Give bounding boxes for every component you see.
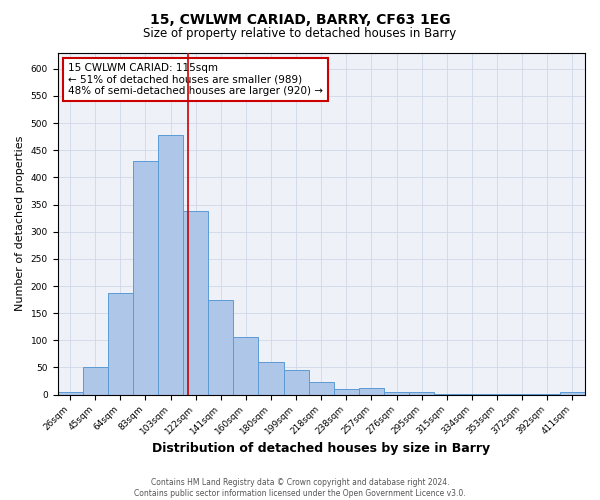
Bar <box>108 292 133 394</box>
Text: 15, CWLWM CARIAD, BARRY, CF63 1EG: 15, CWLWM CARIAD, BARRY, CF63 1EG <box>149 12 451 26</box>
X-axis label: Distribution of detached houses by size in Barry: Distribution of detached houses by size … <box>152 442 490 455</box>
Bar <box>259 362 284 394</box>
Bar <box>284 370 309 394</box>
Bar <box>158 135 183 394</box>
Bar <box>208 300 233 394</box>
Bar <box>183 211 208 394</box>
Bar <box>334 389 359 394</box>
Text: Size of property relative to detached houses in Barry: Size of property relative to detached ho… <box>143 28 457 40</box>
Bar <box>233 336 259 394</box>
Bar <box>83 368 108 394</box>
Bar <box>409 392 434 394</box>
Bar <box>309 382 334 394</box>
Y-axis label: Number of detached properties: Number of detached properties <box>15 136 25 312</box>
Bar <box>560 392 585 394</box>
Bar <box>133 161 158 394</box>
Text: 15 CWLWM CARIAD: 115sqm
← 51% of detached houses are smaller (989)
48% of semi-d: 15 CWLWM CARIAD: 115sqm ← 51% of detache… <box>68 63 323 96</box>
Text: Contains HM Land Registry data © Crown copyright and database right 2024.
Contai: Contains HM Land Registry data © Crown c… <box>134 478 466 498</box>
Bar <box>58 392 83 394</box>
Bar <box>359 388 384 394</box>
Bar <box>384 392 409 394</box>
